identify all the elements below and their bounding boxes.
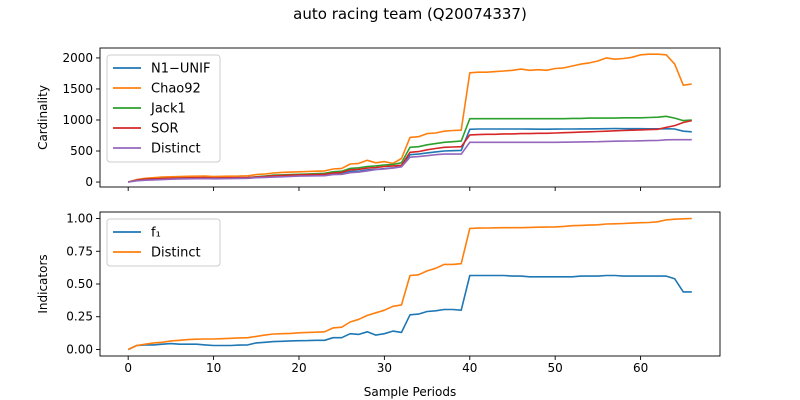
y-tick-label: 0.25 xyxy=(66,310,93,324)
legend-label: Jack1 xyxy=(150,102,186,117)
x-axis-label: Sample Periods xyxy=(364,385,456,399)
y-tick-label: 1000 xyxy=(62,113,93,127)
x-tick-label: 20 xyxy=(291,361,306,375)
y-tick-label: 500 xyxy=(70,144,93,158)
y-tick-label: 1.00 xyxy=(66,212,93,226)
legend-label: N1−UNIF xyxy=(151,62,210,77)
x-tick-label: 60 xyxy=(633,361,648,375)
x-tick-label: 0 xyxy=(124,361,132,375)
cardinality-panel: 0 500 1000 1500 2000 Cardinality N1−UNIF Chao92… xyxy=(36,47,721,191)
x-tick-label: 40 xyxy=(462,361,477,375)
y-tick-label: 2000 xyxy=(62,51,93,65)
x-tick-label: 50 xyxy=(548,361,563,375)
legend-label: Distinct xyxy=(151,142,201,157)
indicators-panel: 0 10 20 30 40 50 60 0.00 0.25 0.50 0.75 1.00 Indicat… xyxy=(36,212,721,399)
legend-label: SOR xyxy=(151,122,179,137)
y-tick-label: 1500 xyxy=(62,82,93,96)
legend-label: f₁ xyxy=(151,226,161,241)
legend-box xyxy=(106,218,221,267)
x-tick-label: 30 xyxy=(377,361,392,375)
x-tick-label: 10 xyxy=(206,361,221,375)
y-tick-label: 0.50 xyxy=(66,277,93,291)
legend-label: Chao92 xyxy=(151,82,201,97)
figure-title: auto racing team (Q20074337) xyxy=(293,5,527,23)
y-tick-label: 0 xyxy=(85,175,93,189)
series-line-distinct xyxy=(127,217,692,351)
axes-frame xyxy=(99,47,721,188)
legend: f₁ Distinct xyxy=(106,218,221,267)
legend: N1−UNIF Chao92 Jack1 SOR Distinct xyxy=(106,54,221,163)
series-line-chao92 xyxy=(127,53,692,183)
y-axis-label: Indicators xyxy=(36,254,50,313)
series-lines xyxy=(127,217,692,351)
series-line-distinct xyxy=(128,138,692,183)
series-line-f xyxy=(127,274,692,351)
y-tick-label: 0.00 xyxy=(66,342,93,356)
legend-label: Distinct xyxy=(151,246,201,261)
y-axis-label: Cardinality xyxy=(36,85,50,150)
y-tick-label: 0.75 xyxy=(66,244,93,258)
legend-box xyxy=(106,54,221,163)
series-lines xyxy=(127,53,692,183)
